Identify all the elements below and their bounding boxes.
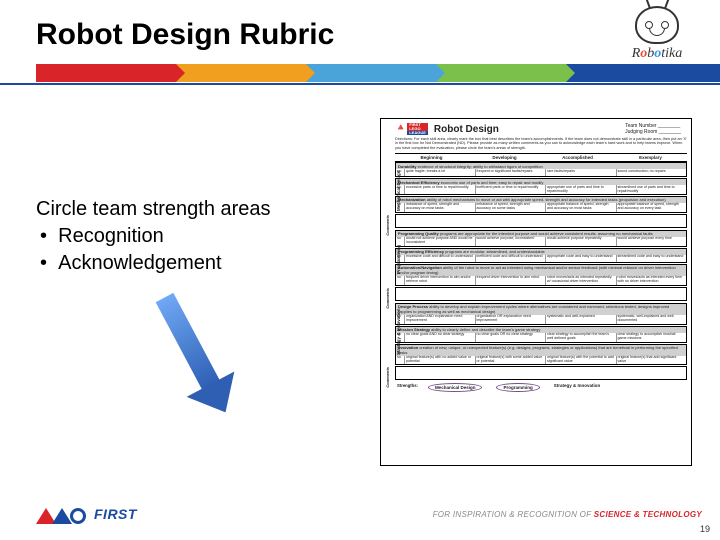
team-number-field: Team Number ________ Judging Room ______… xyxy=(625,123,681,135)
arrow-icon xyxy=(141,285,250,425)
footer: FIRST FOR INSPIRATION & RECOGNITION OF S… xyxy=(36,502,702,526)
rubric-title: Robot Design xyxy=(434,124,499,135)
bullet-item: • Recognition xyxy=(40,223,271,250)
fll-logo: 🔺 FIRST LEGO LEAGUE xyxy=(395,123,428,135)
first-logo: FIRST xyxy=(36,502,137,526)
color-bar xyxy=(0,64,720,82)
page-title: Robot Design Rubric xyxy=(36,18,334,52)
mascot-logo: Robotika xyxy=(612,6,702,62)
mascot-name: Robotika xyxy=(612,46,702,62)
tagline: FOR INSPIRATION & RECOGNITION OF SCIENCE… xyxy=(433,510,702,519)
lead-line: Circle team strength areas xyxy=(36,196,271,223)
body-text: Circle team strength areas • Recognition… xyxy=(36,196,271,277)
divider xyxy=(0,83,720,85)
page-number: 19 xyxy=(700,524,710,534)
rubric-document: 🔺 FIRST LEGO LEAGUE Robot Design Team Nu… xyxy=(380,118,692,466)
instructions: Directions: For each skill area, clearly… xyxy=(395,137,687,150)
strengths-row: Strengths: Mechanical DesignProgrammingS… xyxy=(395,383,687,392)
level-headers: BeginningDevelopingAccomplishedExemplary xyxy=(395,153,687,162)
bullet-item: • Acknowledgement xyxy=(40,250,271,277)
